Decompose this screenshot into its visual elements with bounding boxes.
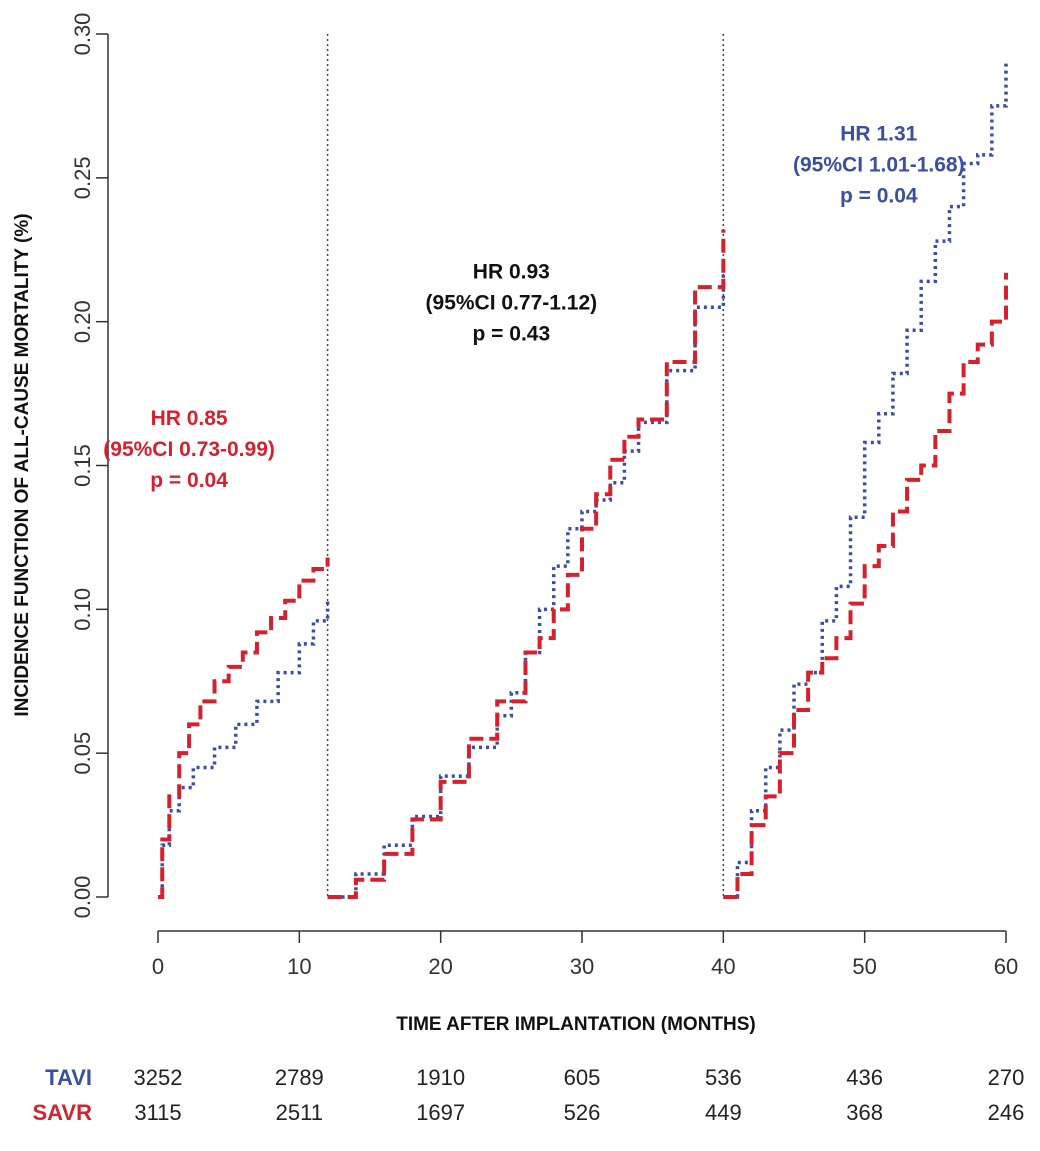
risk-value: 3115: [134, 1100, 181, 1125]
y-axis: 0.00 0.05 0.10 0.15 0.20 0.25 0.30: [70, 13, 109, 919]
hr-annotation-text: p = 0.04: [840, 184, 918, 207]
x-axis: 0 10 20 30 40 50 60: [152, 930, 1018, 979]
y-tick-label: 0.25: [70, 156, 95, 199]
hr-annotation-text: (95%CI 1.01-1.68): [793, 153, 965, 176]
risk-value: 246: [988, 1100, 1025, 1125]
hr-annotation-text: HR 1.31: [840, 122, 917, 145]
y-tick-label: 0.20: [70, 300, 95, 343]
series-line-savr: [723, 272, 1008, 899]
series-line-tavi: [723, 62, 1008, 899]
risk-value: 2789: [275, 1065, 324, 1090]
series-layer: [158, 62, 1008, 899]
y-tick-label: 0.15: [70, 444, 95, 487]
risk-value: 449: [705, 1100, 742, 1125]
series-line-tavi: [158, 597, 330, 899]
x-tick-label: 0: [152, 954, 164, 979]
risk-row-label: SAVR: [33, 1100, 93, 1125]
y-tick-label: 0.10: [70, 588, 95, 631]
risk-value: 3252: [134, 1065, 183, 1090]
x-tick-label: 30: [570, 954, 594, 979]
hr-annotation-text: (95%CI 0.73-0.99): [103, 438, 275, 461]
y-tick-label: 0.05: [70, 732, 95, 775]
x-tick-label: 40: [711, 954, 735, 979]
risk-table: TAVI 3252 2789 1910 605 536 436 270 SAVR 3115 2511…: [33, 1065, 1025, 1125]
risk-value: 526: [564, 1100, 601, 1125]
hr-annotation-text: HR 0.93: [473, 261, 550, 284]
y-tick-label: 0.30: [70, 13, 95, 56]
risk-value: 368: [846, 1100, 883, 1125]
hr-annotation-text: p = 0.04: [150, 469, 228, 492]
risk-row-label: TAVI: [45, 1065, 92, 1090]
hr-annotation-text: p = 0.43: [473, 323, 551, 346]
x-tick-label: 20: [428, 954, 452, 979]
risk-value: 436: [846, 1065, 883, 1090]
x-tick-label: 10: [287, 954, 311, 979]
landmark-lines: [326, 34, 725, 899]
x-axis-label: TIME AFTER IMPLANTATION (MONTHS): [396, 1014, 756, 1035]
series-line-savr: [158, 557, 330, 899]
risk-value: 1697: [416, 1100, 465, 1125]
risk-value: 2511: [276, 1100, 323, 1125]
x-tick-label: 50: [852, 954, 876, 979]
hr-annotations: HR 0.85 (95%CI 0.73-0.99) p = 0.04 HR 0.93 (…: [103, 122, 964, 492]
risk-value: 1910: [416, 1065, 465, 1090]
risk-value: 605: [564, 1065, 601, 1090]
hr-annotation-text: (95%CI 0.77-1.12): [426, 292, 598, 315]
series-line-tavi: [327, 258, 726, 899]
y-axis-label: INCIDENCE FUNCTION OF ALL-CAUSE MORTALIT…: [12, 213, 33, 716]
hr-annotation-text: HR 0.85: [151, 407, 228, 430]
y-tick-label: 0.00: [70, 876, 95, 919]
risk-value: 270: [988, 1065, 1025, 1090]
risk-value: 536: [705, 1065, 742, 1090]
series-line-savr: [327, 229, 726, 899]
x-tick-label: 60: [994, 954, 1018, 979]
